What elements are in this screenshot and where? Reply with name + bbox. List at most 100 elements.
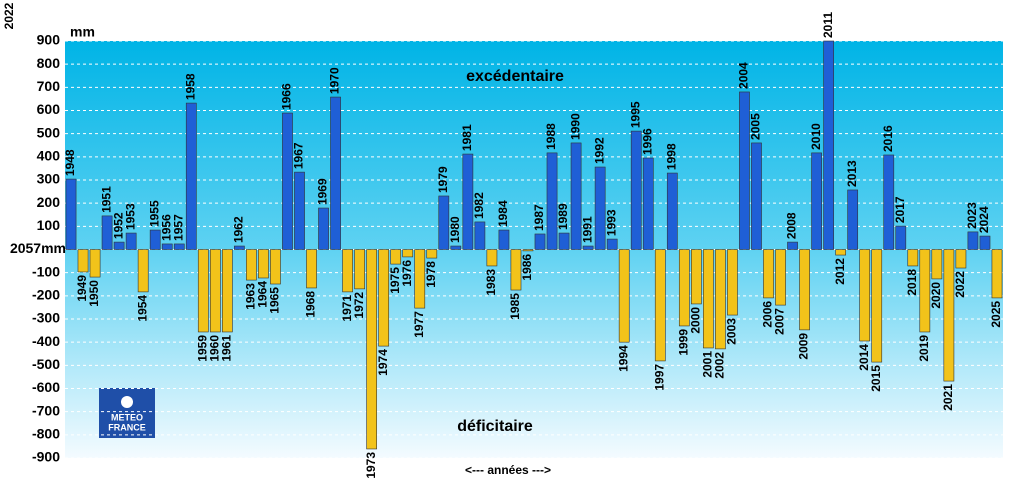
bar — [462, 153, 474, 250]
x-tick-label: 2013 — [845, 160, 859, 187]
y-tick-label: -200 — [32, 287, 60, 303]
bar — [258, 249, 269, 279]
x-tick-label: 1948 — [63, 149, 77, 176]
bar — [185, 102, 197, 250]
x-tick-label: 1958 — [183, 73, 197, 100]
bar — [246, 249, 257, 281]
y-tick-label: -800 — [32, 426, 60, 442]
bar — [582, 245, 594, 250]
x-tick-label: 1962 — [232, 216, 246, 243]
x-tick-label: 1980 — [448, 216, 462, 243]
x-tick-label: 1966 — [280, 83, 294, 110]
x-tick-label: 1997 — [652, 364, 666, 391]
bar — [618, 249, 630, 343]
bar — [606, 238, 618, 250]
x-tick-label: 1985 — [508, 293, 522, 320]
bar — [486, 249, 498, 267]
y-tick-label: 2057mm — [10, 240, 66, 256]
y-unit: mm — [70, 24, 95, 40]
y-tick-label: 800 — [37, 55, 61, 71]
y-tick-label: -700 — [32, 402, 60, 418]
bar — [438, 195, 450, 250]
x-tick-label: 2010 — [809, 123, 823, 150]
bar — [173, 243, 185, 250]
x-tick-label: 1999 — [676, 329, 690, 356]
bar — [101, 215, 113, 250]
x-tick-label: 1950 — [87, 280, 101, 307]
bar — [630, 130, 642, 250]
bar — [522, 249, 534, 252]
bar — [546, 152, 558, 250]
bar — [690, 249, 702, 305]
x-tick-label: 2006 — [761, 301, 775, 328]
bar — [666, 172, 678, 250]
x-tick-label: 1949 — [75, 275, 89, 302]
x-axis-label: <--- années ---> — [465, 463, 551, 477]
bar — [89, 249, 101, 278]
bar — [642, 157, 654, 250]
bar — [510, 249, 522, 291]
bar — [967, 231, 979, 250]
x-tick-label: 1998 — [664, 143, 678, 170]
bar — [318, 207, 329, 250]
bar — [77, 249, 89, 273]
bar — [763, 249, 774, 299]
y-tick-label: 600 — [37, 101, 61, 117]
x-tick-label: 1973 — [364, 452, 378, 479]
logo-text: FRANCE — [108, 422, 146, 432]
bar — [330, 96, 341, 250]
x-tick-label: 1952 — [111, 212, 125, 239]
x-tick-label: 1968 — [304, 291, 318, 318]
bar — [450, 245, 462, 250]
x-tick-label: 1992 — [592, 137, 606, 164]
x-tick-label: 2022 — [953, 271, 967, 298]
bar — [570, 142, 582, 250]
bar — [149, 229, 161, 250]
x-tick-label: 2002 — [713, 352, 727, 379]
logo: METEO FRANCE — [99, 388, 155, 438]
x-tick-label: 1988 — [544, 123, 558, 150]
x-tick-label: 1957 — [171, 214, 185, 241]
x-tick-label: 2018 — [905, 269, 919, 296]
bar — [306, 249, 317, 289]
bar — [678, 249, 690, 327]
x-tick-label: 1976 — [400, 260, 414, 287]
logo-text: METEO — [111, 412, 143, 422]
x-tick-label: 1975 — [388, 267, 402, 294]
bar — [751, 142, 762, 250]
bar — [871, 249, 883, 363]
annotation: déficitaire — [457, 418, 533, 435]
bar — [234, 245, 245, 250]
bar — [775, 249, 786, 306]
bar — [197, 249, 209, 333]
bar — [209, 249, 221, 333]
x-tick-label: 2021 — [941, 384, 955, 411]
bar — [534, 233, 546, 250]
bar — [558, 232, 570, 250]
x-tick-label: 2017 — [893, 196, 907, 223]
x-tick-label: 2025 — [989, 301, 1003, 328]
bar — [919, 249, 931, 333]
annotation: excédentaire — [466, 68, 564, 85]
x-tick-label: 2012 — [833, 258, 847, 285]
bar — [282, 112, 293, 250]
bar — [125, 232, 137, 250]
x-tick-label: 1965 — [268, 287, 282, 314]
bar — [594, 166, 606, 250]
x-tick-label: 1981 — [460, 124, 474, 151]
x-tick-label: 1983 — [484, 269, 498, 296]
x-tick-label: 1996 — [640, 128, 654, 155]
x-tick-label: 1971 — [340, 295, 354, 322]
y-tick-label: 400 — [37, 148, 61, 164]
x-tick-label: 1991 — [580, 216, 594, 243]
bar — [811, 152, 822, 250]
x-tick-label: 1961 — [220, 335, 234, 362]
bar — [498, 229, 510, 250]
bar — [907, 249, 919, 267]
bar — [378, 249, 390, 347]
x-tick-label: 1951 — [99, 186, 113, 213]
bar — [161, 243, 173, 250]
logo-icon — [121, 396, 133, 408]
y-tick-label: 100 — [37, 217, 61, 233]
